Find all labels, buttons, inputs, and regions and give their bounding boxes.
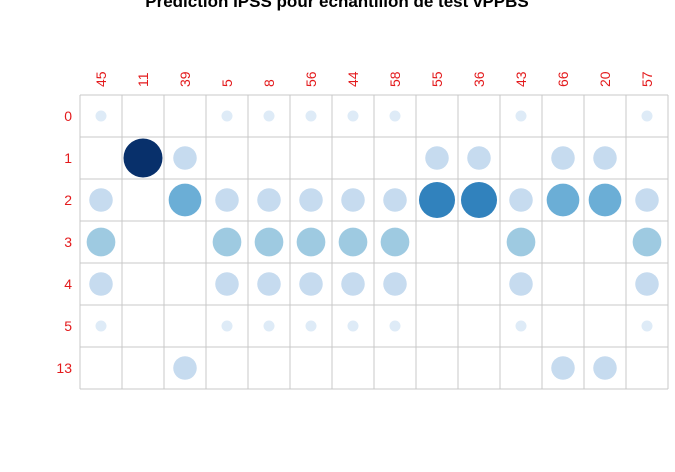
bubble-2-45 xyxy=(89,188,113,212)
bubble-3-44 xyxy=(338,227,368,257)
bubble-0-58 xyxy=(389,110,401,122)
bubble-4-8 xyxy=(257,272,281,296)
row-label: 1 xyxy=(64,150,72,166)
column-label: 11 xyxy=(135,72,151,87)
bubble-5-44 xyxy=(347,320,359,332)
bubble-4-45 xyxy=(89,272,113,296)
bubble-1-11 xyxy=(123,138,163,178)
bubble-5-56 xyxy=(305,320,317,332)
bubble-0-57 xyxy=(641,110,653,122)
row-label: 4 xyxy=(64,276,72,292)
bubble-1-36 xyxy=(467,146,491,170)
column-label: 57 xyxy=(639,71,655,87)
bubble-0-5 xyxy=(221,110,233,122)
bubble-1-39 xyxy=(173,146,197,170)
bubble-2-5 xyxy=(215,188,239,212)
bubble-2-55 xyxy=(418,181,456,219)
bubble-2-8 xyxy=(257,188,281,212)
bubble-0-45 xyxy=(95,110,107,122)
bubble-4-56 xyxy=(299,272,323,296)
row-label: 3 xyxy=(64,234,72,250)
bubble-5-45 xyxy=(95,320,107,332)
column-label: 20 xyxy=(597,71,613,87)
bubble-2-20 xyxy=(588,183,622,217)
column-label: 44 xyxy=(345,71,361,87)
bubble-4-43 xyxy=(509,272,533,296)
bubble-1-66 xyxy=(551,146,575,170)
column-label: 66 xyxy=(555,71,571,87)
bubble-4-5 xyxy=(215,272,239,296)
bubble-3-58 xyxy=(380,227,410,257)
column-label: 43 xyxy=(513,71,529,87)
bubble-13-39 xyxy=(173,356,197,380)
column-label: 39 xyxy=(177,71,193,87)
column-label: 5 xyxy=(219,79,235,87)
column-label: 55 xyxy=(429,71,445,87)
bubble-2-36 xyxy=(460,181,498,219)
bubble-3-45 xyxy=(86,227,116,257)
bubble-4-57 xyxy=(635,272,659,296)
chart-grid xyxy=(79,94,669,390)
column-label: 45 xyxy=(93,71,109,87)
bubble-2-43 xyxy=(509,188,533,212)
row-label: 13 xyxy=(56,360,72,376)
column-label: 56 xyxy=(303,71,319,87)
bubble-0-43 xyxy=(515,110,527,122)
column-label: 58 xyxy=(387,71,403,87)
bubble-2-56 xyxy=(299,188,323,212)
bubble-2-66 xyxy=(546,183,580,217)
column-label: 8 xyxy=(261,79,277,87)
bubble-4-58 xyxy=(383,272,407,296)
bubble-5-57 xyxy=(641,320,653,332)
bubble-13-66 xyxy=(551,356,575,380)
bubble-2-44 xyxy=(341,188,365,212)
bubble-13-20 xyxy=(593,356,617,380)
bubble-2-39 xyxy=(168,183,202,217)
bubble-3-8 xyxy=(254,227,284,257)
row-label: 0 xyxy=(64,108,72,124)
bubble-3-56 xyxy=(296,227,326,257)
column-label: 36 xyxy=(471,71,487,87)
row-label: 2 xyxy=(64,192,72,208)
row-label: 5 xyxy=(64,318,72,334)
bubble-3-43 xyxy=(506,227,536,257)
bubble-5-58 xyxy=(389,320,401,332)
row-labels: 0 1 2 3 4 5 13 xyxy=(56,108,72,376)
bubbles xyxy=(86,110,662,380)
bubble-0-8 xyxy=(263,110,275,122)
bubble-2-58 xyxy=(383,188,407,212)
bubble-3-57 xyxy=(632,227,662,257)
bubble-1-20 xyxy=(593,146,617,170)
chart-title: Prédiction IPSS pour échantillon de test… xyxy=(145,0,529,11)
bubble-0-56 xyxy=(305,110,317,122)
bubble-1-55 xyxy=(425,146,449,170)
bubble-3-5 xyxy=(212,227,242,257)
bubble-5-8 xyxy=(263,320,275,332)
column-labels: 45 11 39 5 8 56 44 58 55 36 43 66 20 57 xyxy=(93,71,655,87)
bubble-4-44 xyxy=(341,272,365,296)
bubble-5-43 xyxy=(515,320,527,332)
bubble-2-57 xyxy=(635,188,659,212)
bubble-0-44 xyxy=(347,110,359,122)
bubble-5-5 xyxy=(221,320,233,332)
